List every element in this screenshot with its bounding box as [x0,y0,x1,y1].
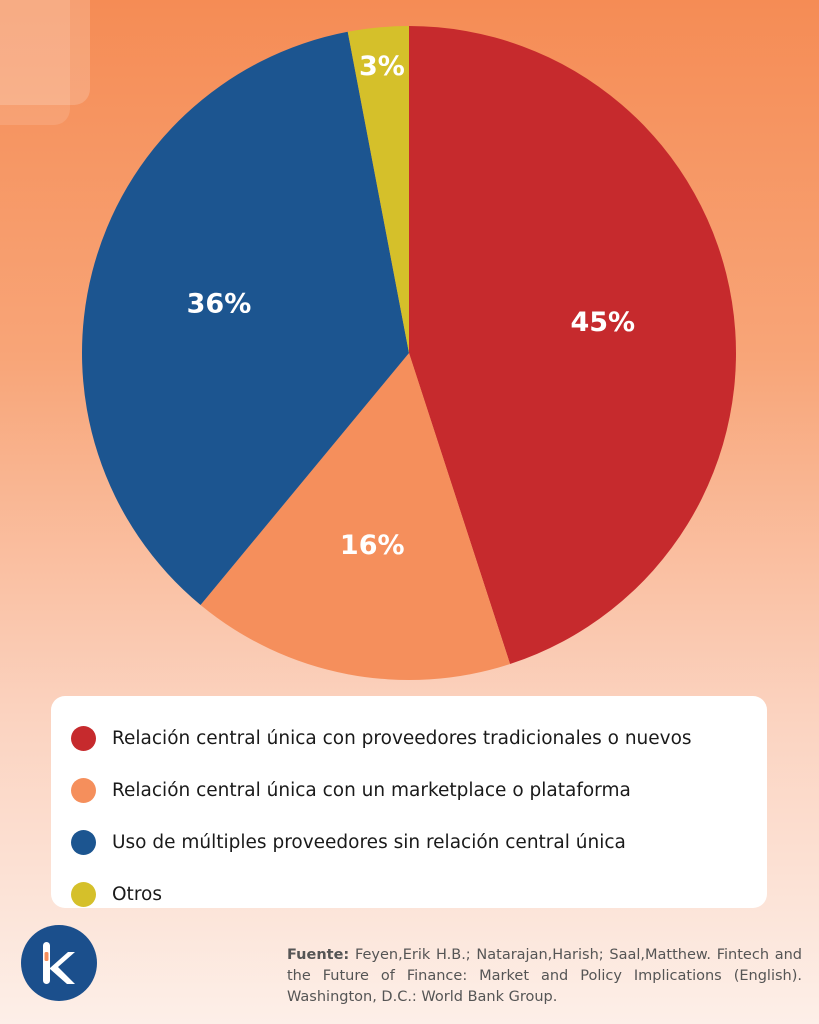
background-decoration [0,0,70,125]
background-decoration [0,0,90,105]
pie-slice [409,26,737,664]
legend-label: Relación central única con un marketplac… [112,779,631,801]
pie-slice [200,353,511,681]
legend-item: Uso de múltiples proveedores sin relació… [71,816,747,868]
k-logo-glyph [43,942,75,984]
source-label: Fuente: [287,947,350,963]
slice-label: 45% [570,307,635,338]
legend-swatch [71,881,96,907]
legend-swatch [71,725,96,751]
legend-item: Relación central única con un marketplac… [71,764,747,816]
source-text: Feyen,Erik H.B.; Natarajan,Harish; Saal,… [287,947,803,1005]
pie-chart: 45% 16% 36% 3% [81,26,737,681]
legend-swatch [71,829,96,855]
legend-swatch [71,777,96,803]
legend-item: Otros [71,868,747,920]
pie-slice [81,31,410,605]
legend-label: Relación central única con proveedores t… [112,727,692,749]
chart-legend: Relación central única con proveedores t… [51,696,767,908]
pie-slice [347,26,409,353]
k-logo-icon[interactable] [21,925,97,1001]
legend-label: Uso de múltiples proveedores sin relació… [112,831,626,853]
legend-item: Relación central única con proveedores t… [71,712,747,764]
legend-label: Otros [112,883,162,905]
slice-label: 3% [359,51,405,82]
slice-label: 36% [187,289,252,320]
source-citation: Fuente: Feyen,Erik H.B.; Natarajan,Haris… [287,945,802,1008]
slice-label: 16% [340,530,405,561]
